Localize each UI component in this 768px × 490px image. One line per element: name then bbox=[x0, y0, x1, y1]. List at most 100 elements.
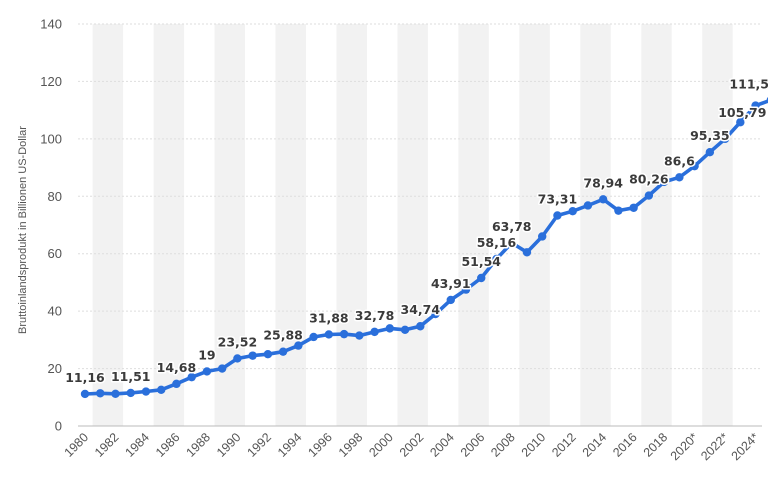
data-point bbox=[324, 330, 334, 339]
data-label: 34,74 bbox=[401, 302, 441, 317]
data-point bbox=[202, 367, 212, 376]
data-point bbox=[568, 207, 577, 216]
y-axis-label: Bruttoinlandsprodukt in Billionen US-Dol… bbox=[17, 126, 29, 334]
data-point bbox=[172, 379, 181, 389]
data-point bbox=[309, 332, 318, 342]
background-band bbox=[92, 24, 124, 426]
x-tick-label: 2002 bbox=[397, 430, 427, 460]
x-tick-label: 2022* bbox=[698, 430, 731, 463]
data-point bbox=[126, 388, 135, 398]
x-tick-label: 2008 bbox=[488, 430, 518, 460]
x-tick-label: 1984 bbox=[123, 430, 153, 460]
data-label: 31,88 bbox=[309, 310, 349, 325]
x-tick-label: 2010 bbox=[519, 430, 549, 460]
data-point bbox=[431, 309, 440, 319]
data-point bbox=[553, 211, 562, 220]
data-label: 25,88 bbox=[263, 328, 303, 343]
background-band bbox=[458, 24, 489, 426]
data-point bbox=[339, 329, 349, 339]
data-label: 11,16 bbox=[65, 370, 105, 385]
x-tick-label: 2004 bbox=[427, 430, 457, 460]
data-point bbox=[96, 389, 105, 398]
data-point bbox=[522, 248, 532, 257]
y-tick-label: 140 bbox=[40, 17, 62, 32]
data-point bbox=[690, 161, 699, 171]
data-point bbox=[141, 387, 151, 396]
data-point bbox=[416, 322, 425, 331]
x-tick-label: 1994 bbox=[275, 430, 305, 460]
x-tick-label: 1988 bbox=[183, 430, 213, 460]
data-point bbox=[400, 325, 410, 335]
x-tick-label: 2018 bbox=[641, 430, 671, 460]
data-label: 51,54 bbox=[461, 254, 501, 269]
x-tick-label: 1980 bbox=[62, 430, 92, 460]
data-point bbox=[294, 341, 303, 350]
x-tick-label: 2000 bbox=[366, 430, 396, 460]
y-tick-label: 0 bbox=[55, 419, 62, 434]
data-point bbox=[248, 351, 257, 360]
data-point bbox=[629, 203, 638, 212]
data-point bbox=[492, 254, 501, 264]
x-tick-label: 1982 bbox=[92, 430, 122, 460]
data-point bbox=[705, 148, 715, 157]
data-label: 43,91 bbox=[431, 276, 471, 291]
y-tick-label: 40 bbox=[48, 304, 62, 319]
data-label: 86,6 bbox=[664, 153, 695, 168]
background-band bbox=[153, 24, 185, 426]
x-tick-label: 1986 bbox=[153, 430, 183, 460]
x-tick-label: 2006 bbox=[458, 430, 488, 460]
data-label: 19 bbox=[198, 347, 215, 362]
data-label: 32,78 bbox=[355, 308, 395, 323]
data-point bbox=[477, 273, 486, 283]
y-tick-label: 100 bbox=[40, 131, 62, 146]
alternating-year-bands bbox=[92, 24, 733, 426]
x-tick-label: 1998 bbox=[336, 430, 366, 460]
data-label: 80,26 bbox=[629, 172, 669, 187]
data-point bbox=[644, 191, 654, 200]
data-point bbox=[507, 238, 516, 248]
data-point bbox=[675, 173, 684, 182]
data-label: 14,68 bbox=[157, 360, 197, 375]
x-tick-label: 1992 bbox=[244, 430, 274, 460]
data-label: 105,79 bbox=[718, 105, 766, 120]
background-band bbox=[580, 24, 611, 426]
y-tick-label: 20 bbox=[48, 361, 62, 376]
data-point bbox=[187, 372, 196, 382]
data-point bbox=[111, 389, 120, 399]
x-axis-tick-labels: 1980 1982 1984 1986 1988 1990 1992 1994 1996 1998… bbox=[62, 430, 762, 463]
x-tick-label: 2020* bbox=[668, 430, 701, 463]
y-tick-label: 60 bbox=[48, 246, 62, 261]
data-point bbox=[157, 385, 166, 395]
data-point bbox=[80, 389, 90, 399]
background-band bbox=[275, 24, 306, 426]
data-point bbox=[583, 201, 593, 210]
data-point bbox=[355, 331, 364, 340]
data-point bbox=[446, 295, 455, 305]
data-label: 78,94 bbox=[583, 175, 623, 190]
data-point bbox=[598, 195, 608, 204]
series-line bbox=[83, 99, 768, 396]
data-point bbox=[217, 364, 227, 373]
data-label: 58,16 bbox=[477, 235, 517, 250]
data-point bbox=[233, 354, 242, 363]
data-label: 11,51 bbox=[111, 369, 151, 384]
data-point bbox=[751, 101, 760, 110]
background-band bbox=[336, 24, 367, 426]
data-label: 73,31 bbox=[538, 191, 578, 206]
y-tick-label: 80 bbox=[48, 189, 62, 204]
data-label: 23,52 bbox=[218, 334, 258, 349]
data-point bbox=[461, 285, 471, 294]
data-point bbox=[263, 350, 273, 359]
y-tick-label: 120 bbox=[40, 74, 62, 89]
data-point bbox=[370, 327, 379, 337]
x-tick-label: 2012 bbox=[549, 430, 579, 460]
x-tick-label: 2014 bbox=[580, 430, 610, 460]
x-tick-label: 1990 bbox=[214, 430, 244, 460]
x-tick-label: 2024* bbox=[729, 430, 762, 463]
background-band bbox=[641, 24, 672, 426]
data-point bbox=[278, 347, 288, 356]
y-axis-tick-labels: 0 20 40 60 80 100 120 140 bbox=[40, 17, 62, 434]
x-tick-label: 1996 bbox=[305, 430, 335, 460]
